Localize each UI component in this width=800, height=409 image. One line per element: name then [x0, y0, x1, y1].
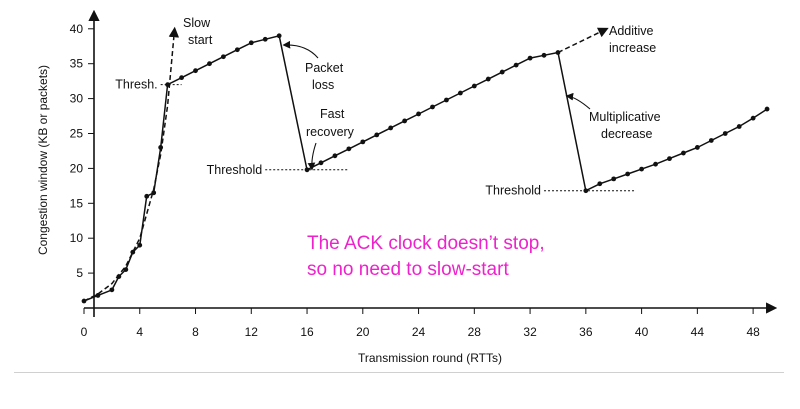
data-point — [444, 97, 449, 103]
annotation-multiplicative-decrease: Multiplicative decrease — [565, 92, 661, 141]
data-point — [276, 33, 282, 39]
annotation-fast-recovery-line2: recovery — [306, 125, 355, 139]
data-point — [193, 68, 198, 74]
annotation-slow-start-line2: start — [188, 33, 213, 47]
data-point — [653, 161, 658, 167]
annotation-fast-recovery-line1: Fast — [320, 107, 345, 121]
x-tick-label: 16 — [300, 325, 314, 339]
x-tick-label: 4 — [136, 325, 143, 339]
ack-clock-note-line2: so no need to slow-start — [307, 259, 509, 280]
ack-clock-note: The ACK clock doesn’t stop, so no need t… — [307, 233, 545, 280]
data-point — [527, 55, 533, 61]
y-tick-label: 15 — [70, 196, 84, 210]
y-tick-label: 30 — [70, 92, 84, 106]
data-point — [736, 124, 742, 129]
x-tick-label: 0 — [81, 325, 88, 339]
data-point — [304, 167, 310, 173]
y-tick-label: 10 — [70, 231, 84, 245]
data-point — [499, 69, 505, 75]
x-tick-label: 28 — [468, 325, 482, 339]
data-point — [597, 181, 603, 187]
fast-recovery-arrow — [307, 142, 317, 171]
data-point — [430, 104, 435, 110]
bottom-divider — [14, 372, 784, 373]
annotation-additive-increase: Additive increase — [609, 24, 656, 55]
series-line-2 — [557, 27, 609, 54]
data-point — [137, 242, 143, 248]
annotation-packet-loss: Packet loss — [282, 40, 344, 92]
y-tick-label: 35 — [70, 57, 84, 71]
data-point — [318, 160, 324, 166]
threshold-label: Threshold — [207, 163, 263, 177]
annotation-slow-start-line1: Slow — [183, 16, 211, 30]
data-point — [416, 111, 421, 117]
data-point — [471, 83, 477, 89]
data-point — [221, 54, 226, 60]
annotation-packet-loss-line2: loss — [312, 78, 334, 92]
data-point — [332, 153, 338, 159]
data-point — [374, 132, 380, 138]
x-tick-label: 32 — [523, 325, 537, 339]
data-point — [485, 76, 491, 82]
data-point — [681, 150, 686, 156]
annotation-packet-loss-line1: Packet — [305, 61, 344, 75]
data-point — [625, 171, 631, 177]
data-point — [611, 176, 617, 182]
x-tick-label: 36 — [579, 325, 593, 339]
data-point — [667, 156, 672, 162]
x-tick-label: 12 — [245, 325, 259, 339]
data-point — [248, 40, 254, 46]
data-point — [708, 138, 714, 143]
ack-clock-note-line1: The ACK clock doesn’t stop, — [307, 233, 545, 254]
data-point — [346, 146, 352, 152]
y-axis-title: Congestion window (KB or packets) — [36, 65, 50, 255]
data-point — [402, 118, 408, 124]
data-point — [457, 90, 463, 96]
annotation-slow-start: Slow start — [183, 16, 213, 47]
data-point — [388, 125, 394, 131]
data-point — [513, 62, 519, 68]
data-point — [694, 145, 700, 150]
data-point — [144, 193, 150, 199]
data-point — [109, 287, 115, 293]
x-tick-label: 48 — [746, 325, 760, 339]
data-point — [764, 106, 770, 112]
threshold-label: Threshold — [485, 184, 541, 198]
threshold-label: Thresh. — [115, 78, 157, 92]
annotation-multiplicative-decrease-line1: Multiplicative — [589, 110, 661, 124]
packet-loss-arrow — [282, 40, 319, 59]
y-tick-label: 40 — [70, 22, 84, 36]
data-point — [95, 293, 101, 298]
x-tick-label: 8 — [192, 325, 199, 339]
data-point — [207, 61, 212, 67]
data-point — [750, 115, 756, 121]
annotation-additive-increase-line1: Additive — [609, 24, 654, 38]
data-point — [234, 47, 240, 53]
y-tick-label: 25 — [70, 127, 84, 141]
x-tick-label: 24 — [412, 325, 426, 339]
x-tick-label: 44 — [691, 325, 705, 339]
x-tick-label: 40 — [635, 325, 649, 339]
x-tick-label: 20 — [356, 325, 370, 339]
x-axis-title: Transmission round (RTTs) — [358, 351, 502, 365]
annotation-multiplicative-decrease-line2: decrease — [601, 127, 652, 141]
threshold-layer: Thresh. Threshold Threshold — [115, 78, 635, 198]
y-tick-label: 5 — [76, 266, 83, 280]
series-layer — [81, 26, 770, 304]
data-point — [179, 75, 184, 81]
multiplicative-decrease-arrow — [565, 92, 591, 110]
data-point — [722, 131, 728, 136]
y-tick-label: 20 — [70, 161, 84, 175]
annotation-fast-recovery: Fast recovery — [306, 107, 355, 171]
data-point — [262, 36, 268, 42]
data-point — [360, 139, 366, 145]
data-point — [541, 52, 547, 58]
annotation-additive-increase-line2: increase — [609, 41, 656, 55]
data-point — [583, 188, 589, 194]
data-point — [639, 166, 644, 172]
